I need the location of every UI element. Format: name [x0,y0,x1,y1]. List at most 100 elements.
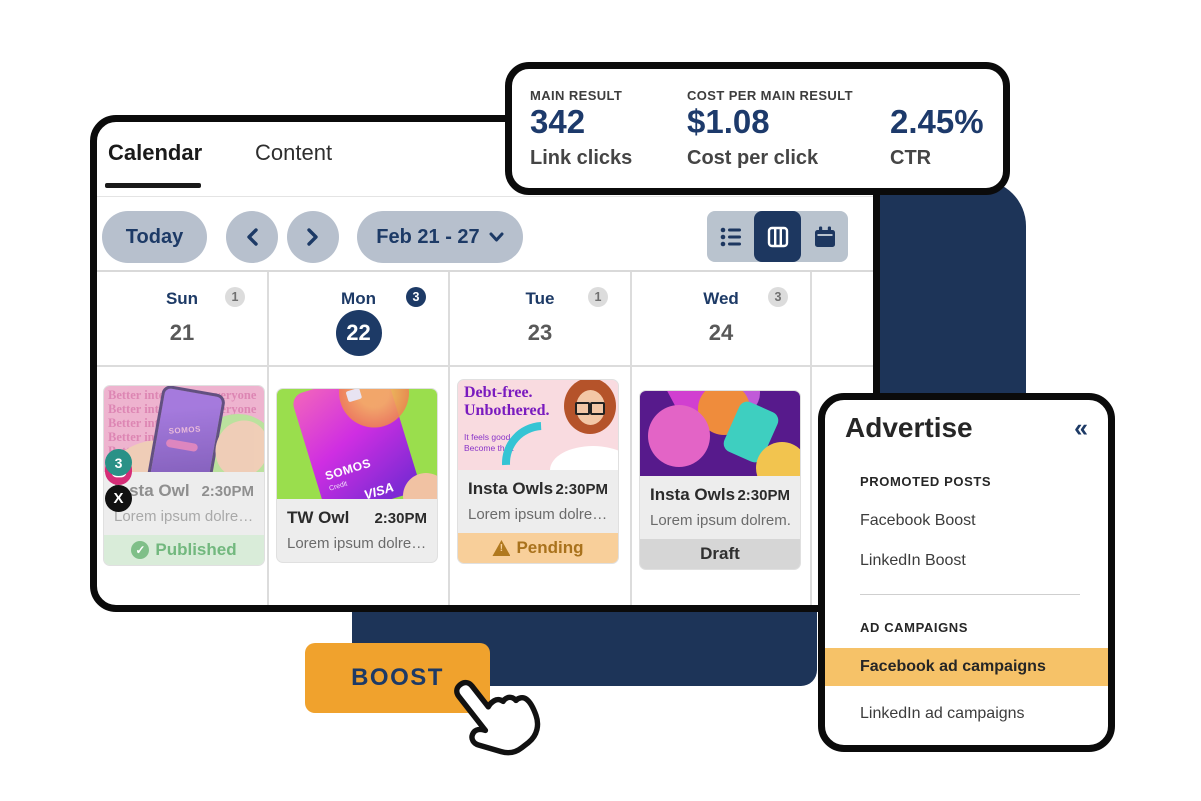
post-caption: Lorem ipsum dolre… [287,535,427,552]
day-name: Tue [525,289,555,308]
column-divider [630,272,632,605]
menu-item-linkedin-boost[interactable]: LinkedIn Boost [860,552,966,569]
credit-card-illustration: SOMOS Credit VISA [290,389,422,499]
divider [97,196,873,197]
boost-button[interactable]: BOOST [305,643,490,713]
divider [97,365,873,367]
post-thumbnail: Better internet for everyone Better inte… [104,386,264,472]
metric-sublabel: Link clicks [530,147,633,169]
ad-subline: Become that. [464,443,515,453]
menu-item-label: Facebook ad campaigns [860,658,1046,675]
metric-label: MAIN RESULT [530,88,623,103]
post-count-badge: 1 [588,287,608,307]
status-pending: ! Pending [458,533,618,563]
list-view-button[interactable] [707,211,754,262]
metric-value: 342 [530,103,586,140]
week-columns-view-button[interactable] [754,211,801,262]
month-calendar-view-icon [814,226,835,247]
card-brand-sub-text: Credit [328,480,349,493]
x-glyph: X [113,490,124,507]
warning-icon: ! [492,540,511,556]
today-button[interactable]: Today [102,211,207,263]
previous-week-button[interactable] [226,211,278,263]
tab-calendar[interactable]: Calendar [108,140,203,165]
day-name: Wed [703,289,739,308]
phone-screen-button [165,438,199,453]
status-draft: Draft [640,539,800,569]
card-network-text: VISA [362,479,396,499]
divider [860,594,1080,595]
divider [97,270,873,272]
post-thumbnail: SOMOS Credit VISA [277,389,437,499]
day-name: Sun [165,289,199,308]
account-name: Insta Owl [114,481,190,500]
ad-subline: It feels good. [464,432,513,442]
post-thumbnail [640,391,800,476]
menu-item-linkedin-ad-campaigns[interactable]: LinkedIn ad campaigns [860,705,1025,722]
glasses-illustration [590,402,605,415]
post-card[interactable]: SOMOS Credit VISA TW Owl 2:30PM Lorem ip… [276,388,438,563]
section-heading-promoted-posts: PROMOTED POSTS [860,474,992,489]
week-columns-view-icon [767,226,788,247]
day-header-wed[interactable]: Wed 3 24 [632,272,810,365]
post-caption: Lorem ipsum dolrem.. [650,512,790,529]
column-divider [448,272,450,605]
ad-results-card: MAIN RESULT 342 Link clicks COST PER MAI… [505,62,1010,195]
active-tab-underline [105,183,201,188]
phone-screen-text: SOMOS [168,424,202,436]
advertise-panel: Advertise « PROMOTED POSTS Facebook Boos… [818,393,1115,752]
month-calendar-view-button[interactable] [801,211,848,262]
decor-circle [648,405,710,467]
next-week-button[interactable] [287,211,339,263]
collapse-panel-icon[interactable]: « [1074,414,1088,442]
date-range-dropdown[interactable]: Feb 21 - 27 [357,211,523,263]
post-count-badge: 3 [768,287,788,307]
post-time: 2:30PM [555,481,608,498]
menu-item-facebook-boost[interactable]: Facebook Boost [860,512,976,529]
list-view-icon [720,227,741,246]
metric-label: COST PER MAIN RESULT [687,88,853,103]
day-header-mon-selected[interactable]: Mon 3 22 [269,272,448,365]
day-date: 24 [708,320,734,345]
post-card-draft[interactable]: Insta Owls 2:30PM Lorem ipsum dolrem.. D… [639,390,801,570]
day-header-tue[interactable]: Tue 1 23 [450,272,630,365]
grouped-posts-count-badge: 3 [105,449,132,476]
date-range-label: Feb 21 - 27 [376,225,480,248]
post-card-pending[interactable]: Debt-free. Unbothered. It feels good. Be… [457,379,619,564]
day-name: Mon [341,289,376,308]
status-published: ✓ Published [104,535,264,565]
post-caption: Lorem ipsum dolre… [468,506,608,523]
tab-content[interactable]: Content [255,140,333,165]
menu-item-facebook-ad-campaigns-selected[interactable]: Facebook ad campaigns [825,648,1108,686]
selected-day-date: 22 [335,310,382,356]
post-count-badge: 3 [406,287,426,307]
card-brand-text: SOMOS [323,455,373,484]
post-caption: Lorem ipsum dolre… [114,508,254,525]
metric-value: $1.08 [687,103,770,140]
day-header-sun[interactable]: Sun 1 21 [97,272,267,365]
post-time: 2:30PM [737,487,790,504]
ad-headline: Debt-free. [464,384,533,401]
decor-swirl [330,389,418,437]
account-name: Insta Owls [468,479,554,498]
post-time: 2:30PM [201,483,254,500]
metric-sublabel: Cost per click [687,147,819,169]
x-twitter-icon: X [105,485,132,512]
column-divider [810,272,812,605]
hand-cursor-icon [454,679,541,756]
view-switcher [707,211,848,262]
day-date: 21 [169,320,195,345]
column-divider [267,272,269,605]
section-heading-ad-campaigns: AD CAMPAIGNS [860,620,969,635]
glasses-illustration [575,402,590,415]
check-icon: ✓ [131,541,150,559]
post-count-badge: 1 [225,287,245,307]
chevron-right-icon [307,228,318,246]
account-name: TW Owl [287,508,350,527]
post-time: 2:30PM [374,510,427,527]
post-thumbnail: Debt-free. Unbothered. It feels good. Be… [458,380,618,470]
metric-sublabel: CTR [890,147,932,169]
chevron-down-icon [489,232,504,242]
chevron-left-icon [247,228,258,246]
metric-value: 2.45% [890,103,984,140]
